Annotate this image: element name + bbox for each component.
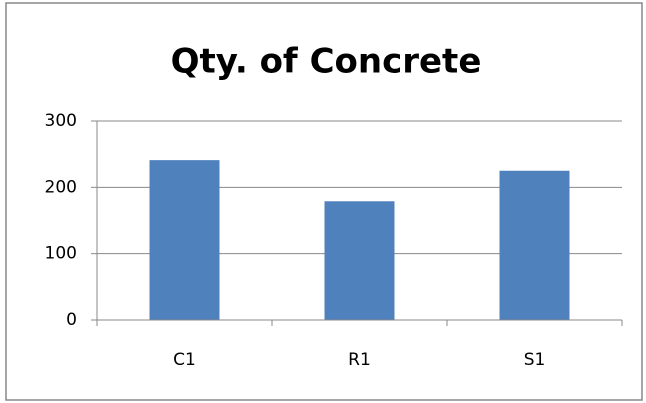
bar bbox=[324, 201, 395, 320]
y-tick-label: 300 bbox=[45, 111, 77, 131]
bar bbox=[149, 160, 220, 320]
y-tick-label: 0 bbox=[66, 310, 77, 330]
x-tick-label: S1 bbox=[524, 350, 546, 370]
x-tick-label: C1 bbox=[173, 350, 196, 370]
chart-title: Qty. of Concrete bbox=[171, 42, 482, 82]
x-tick-label: R1 bbox=[348, 350, 371, 370]
bar bbox=[499, 170, 570, 320]
y-tick-label: 100 bbox=[45, 244, 77, 264]
y-tick-label: 200 bbox=[45, 177, 77, 197]
